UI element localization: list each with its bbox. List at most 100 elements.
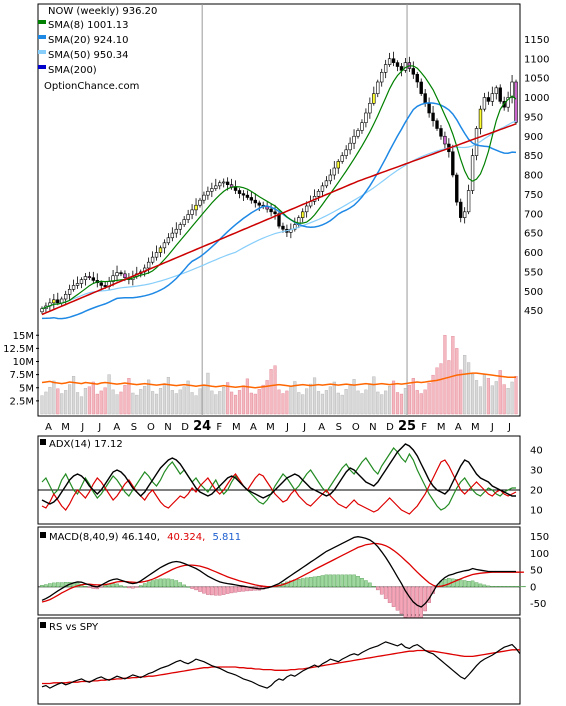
volume-bar [83, 388, 88, 415]
macd-hist-bar [59, 582, 64, 588]
volume-bar [210, 390, 214, 415]
volume-bar [68, 384, 72, 415]
macd-hist-bar [368, 582, 372, 588]
price-tick-label: 950 [524, 112, 543, 123]
volume-bar [368, 383, 372, 415]
macd-hist-bar [214, 586, 218, 596]
candle-body [182, 219, 186, 225]
x-tick-label: F [216, 422, 222, 433]
volume-bar [241, 385, 246, 415]
chart-header: NOW (weekly) 936.20 [48, 6, 157, 17]
volume-bar [451, 336, 455, 415]
macd-hist-bar [55, 582, 60, 588]
macd-hist-bar [194, 586, 198, 591]
volume-bar [135, 394, 139, 415]
candle-body [372, 93, 376, 104]
x-tick-label: J [80, 422, 84, 433]
macd-hist-bar [348, 574, 352, 588]
macd-hist-bar [131, 586, 135, 589]
volume-bar [478, 386, 483, 415]
macd-hist-bar [249, 586, 254, 591]
macd-hist-bar [135, 586, 139, 588]
macd-signal-line [41, 542, 524, 603]
macd-hist-bar [320, 575, 325, 588]
volume-bar [261, 384, 265, 415]
candle-body [237, 190, 242, 194]
volume-bar [490, 385, 494, 415]
volume-bar [206, 372, 210, 415]
volume-bar [277, 389, 281, 415]
legend-swatch [38, 65, 46, 69]
macd-hist-bar [494, 586, 499, 588]
x-tick-label: J [97, 422, 101, 433]
volume-bar [459, 369, 463, 415]
sma20-line [41, 102, 517, 320]
candle-body [91, 277, 96, 281]
volume-bar [87, 386, 91, 415]
macd-hist-bar [419, 586, 423, 619]
candle-body [166, 237, 171, 244]
volume-bar [273, 365, 277, 415]
price-tick-label: 500 [524, 287, 543, 298]
volume-bar [391, 380, 396, 415]
candle-body [470, 155, 475, 191]
macd-hist-bar [482, 584, 487, 588]
x-tick-label: D [181, 422, 189, 433]
x-tick-label: A [455, 422, 462, 433]
volume-bar [269, 369, 273, 415]
candle-body [146, 261, 151, 269]
price-tick-label: 850 [524, 151, 543, 162]
candle-body [490, 93, 495, 102]
volume-bar [79, 396, 84, 415]
candle-body [316, 190, 321, 197]
volume-bar [474, 380, 479, 415]
plus-di-line [41, 447, 516, 511]
candle-body [320, 185, 325, 192]
candle-body [352, 135, 356, 144]
price-tick-label: 800 [524, 171, 543, 182]
volume-bar [202, 384, 206, 415]
volume-bar [395, 392, 400, 415]
macd-hist-bar [340, 574, 344, 588]
macd-hist-bar [304, 577, 309, 588]
macd-hist-bar [202, 586, 206, 594]
macd-hist-bar [127, 586, 131, 589]
volume-bar [388, 385, 392, 415]
volume-bar [170, 390, 174, 415]
macd-hist-bar [312, 576, 317, 588]
candle-body [150, 256, 155, 263]
macd-hist-bar [44, 584, 48, 588]
candle-body [478, 108, 483, 129]
candle-body [387, 58, 392, 65]
macd-hist-bar [375, 586, 380, 591]
macd-hist-bar [443, 579, 447, 588]
candle-body [486, 97, 491, 102]
volume-bar [190, 392, 194, 415]
macd-hist-bar [447, 577, 451, 588]
volume-bar [309, 383, 313, 415]
volume-bar [344, 389, 348, 415]
price-panel: 4505005506006507007508008509009501000105… [3, 3, 549, 704]
macd-hist-bar [360, 577, 364, 588]
macd-hist-bar [356, 575, 360, 588]
volume-bar [364, 389, 368, 415]
volume-bar [293, 381, 297, 415]
macd-hist-bar [158, 578, 163, 588]
volume-bar [111, 389, 115, 415]
volume-bar [403, 388, 407, 415]
volume-bar [301, 394, 305, 415]
volume-bar [320, 393, 325, 415]
rs-panel: RS vs SPY [37, 617, 521, 705]
macd-hist-bar [87, 586, 92, 588]
legend-item: SMA(8) 1001.13 [48, 20, 129, 31]
macd-tick-label: 50 [530, 566, 543, 577]
candle-body [435, 120, 439, 129]
macd-hist-bar [178, 582, 183, 588]
candle-body [439, 128, 443, 137]
macd-hist-bar [119, 585, 123, 588]
volume-bar [218, 391, 222, 415]
macd-label: MACD(8,40,9) 46.140, 40.324, 5.811 [49, 532, 241, 543]
x-tick-label: N [369, 422, 376, 433]
candle-body [194, 204, 198, 211]
macd-hist-bar [83, 586, 88, 588]
